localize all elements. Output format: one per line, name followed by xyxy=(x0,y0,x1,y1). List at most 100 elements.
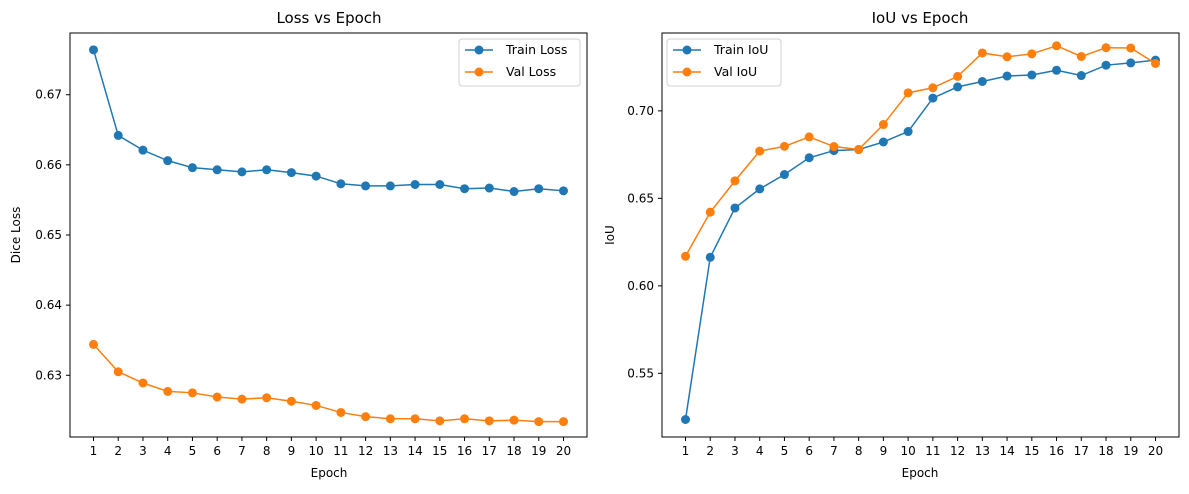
data-point-val-loss xyxy=(163,386,173,396)
data-point-val-loss xyxy=(410,414,420,424)
data-point-val-iou xyxy=(928,83,938,93)
data-point-val-loss xyxy=(286,396,296,406)
data-point-train-loss xyxy=(361,181,371,191)
loss-legend: Train Loss Val Loss xyxy=(458,38,581,87)
loss-x-tick-label: 15 xyxy=(432,444,447,458)
data-point-val-iou xyxy=(953,71,963,81)
data-point-train-iou xyxy=(804,153,814,163)
data-point-train-iou xyxy=(1076,71,1086,81)
loss-x-tick-label: 1 xyxy=(90,444,98,458)
data-point-val-iou xyxy=(1052,41,1062,51)
loss-x-tick-label: 2 xyxy=(114,444,122,458)
data-point-train-loss xyxy=(410,180,420,189)
iou-x-tick-label: 16 xyxy=(1049,444,1064,458)
data-point-val-iou xyxy=(1076,51,1086,61)
iou-x-tick-label: 2 xyxy=(706,444,714,458)
data-point-train-loss xyxy=(311,171,321,181)
iou-legend: Train IoU Val IoU xyxy=(666,38,782,87)
iou-x-tick-label: 6 xyxy=(805,444,813,458)
data-point-train-loss xyxy=(385,181,395,191)
data-point-val-loss xyxy=(559,417,568,427)
data-point-train-loss xyxy=(113,130,123,140)
data-point-train-iou xyxy=(681,415,690,425)
data-point-train-iou xyxy=(903,127,913,137)
loss-y-tick-label: 0.63 xyxy=(35,368,62,382)
data-point-val-iou xyxy=(730,176,740,186)
loss-x-tick-label: 3 xyxy=(139,444,147,458)
loss-y-axis: 0.63 0.64 0.65 0.66 0.67 xyxy=(35,88,70,382)
iou-y-tick-label: 0.60 xyxy=(627,279,654,293)
iou-y-tick-label: 0.70 xyxy=(627,104,654,118)
data-point-train-loss xyxy=(262,165,272,175)
data-point-train-iou xyxy=(977,76,987,86)
loss-x-tick-label: 13 xyxy=(383,444,398,458)
data-point-val-iou xyxy=(705,207,715,217)
loss-x-tick-label: 10 xyxy=(308,444,323,458)
data-point-val-loss xyxy=(212,392,222,402)
data-point-train-iou xyxy=(1002,71,1012,81)
data-point-val-loss xyxy=(237,394,247,404)
loss-plot-area xyxy=(89,45,568,427)
loss-chart: Loss vs Epoch 1 2 3 4 5 6 7 8 9 10 11 12 13 14 15 16 17 1… xyxy=(9,9,588,480)
iou-x-tick-label: 8 xyxy=(855,444,863,458)
iou-x-tick-label: 7 xyxy=(830,444,838,458)
loss-x-tick-label: 16 xyxy=(457,444,472,458)
data-point-val-loss xyxy=(534,417,544,427)
iou-y-axis-label: IoU xyxy=(603,225,617,245)
data-point-train-loss xyxy=(484,183,494,193)
data-point-train-iou xyxy=(878,137,888,147)
loss-x-tick-label: 19 xyxy=(531,444,546,458)
data-point-val-iou xyxy=(854,145,864,155)
iou-x-tick-label: 20 xyxy=(1148,444,1163,458)
data-point-val-iou xyxy=(977,48,987,58)
data-point-train-loss xyxy=(509,187,519,197)
legend-label-val-loss: Val Loss xyxy=(506,64,556,79)
iou-x-tick-label: 14 xyxy=(999,444,1014,458)
loss-x-tick-label: 5 xyxy=(189,444,197,458)
loss-x-tick-label: 12 xyxy=(358,444,373,458)
legend-marker-train-iou xyxy=(682,45,692,55)
data-point-val-loss xyxy=(311,400,321,410)
data-point-train-iou xyxy=(953,82,963,92)
data-point-val-loss xyxy=(435,416,445,426)
data-point-train-iou xyxy=(730,203,740,213)
iou-x-tick-label: 11 xyxy=(925,444,940,458)
loss-y-axis-label: Dice Loss xyxy=(9,207,23,264)
loss-x-tick-label: 18 xyxy=(506,444,521,458)
iou-chart-title: IoU vs Epoch xyxy=(872,9,969,27)
iou-plot-area xyxy=(681,41,1160,425)
data-point-train-loss xyxy=(460,184,470,194)
iou-x-tick-label: 5 xyxy=(781,444,789,458)
data-point-train-iou xyxy=(755,184,765,194)
loss-chart-title: Loss vs Epoch xyxy=(276,9,381,27)
data-point-train-iou xyxy=(705,252,715,262)
iou-x-tick-label: 9 xyxy=(880,444,888,458)
iou-x-axis: 1 2 3 4 5 6 7 8 9 10 11 12 13 14 15 16 17 18 19 20 xyxy=(682,437,1163,458)
legend-marker-val-loss xyxy=(474,67,484,77)
loss-x-tick-label: 7 xyxy=(238,444,246,458)
loss-x-tick-label: 4 xyxy=(164,444,172,458)
data-point-val-loss xyxy=(385,414,395,424)
iou-x-axis-label: Epoch xyxy=(902,466,939,480)
data-point-train-loss xyxy=(187,163,197,173)
data-point-val-loss xyxy=(509,415,519,425)
iou-x-tick-label: 13 xyxy=(975,444,990,458)
iou-x-tick-label: 1 xyxy=(682,444,690,458)
data-point-train-loss xyxy=(212,165,222,175)
loss-x-tick-label: 14 xyxy=(407,444,422,458)
data-point-val-loss xyxy=(460,414,470,424)
iou-chart: IoU vs Epoch 1 2 3 4 5 6 7 8 9 10 11 12 13 14 15 16 17 18… xyxy=(603,9,1180,480)
loss-y-tick-label: 0.65 xyxy=(35,228,62,242)
loss-x-tick-label: 20 xyxy=(556,444,571,458)
legend-label-train-iou: Train IoU xyxy=(713,42,768,57)
data-point-train-iou xyxy=(1052,65,1062,75)
loss-x-tick-label: 6 xyxy=(213,444,221,458)
loss-y-tick-label: 0.67 xyxy=(35,88,62,102)
legend-marker-val-iou xyxy=(682,67,692,77)
data-point-val-loss xyxy=(113,367,123,377)
data-point-val-iou xyxy=(804,132,814,142)
data-point-train-iou xyxy=(1126,58,1136,68)
data-point-train-loss xyxy=(435,180,445,189)
data-point-train-loss xyxy=(163,156,173,166)
